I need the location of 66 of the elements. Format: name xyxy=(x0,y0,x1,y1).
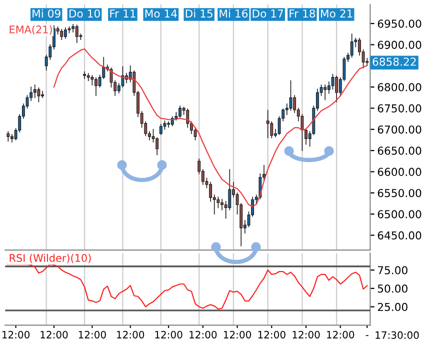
text: EMA(21) xyxy=(10,25,52,35)
y-tick-label: 6700.00 xyxy=(378,125,422,134)
line-series xyxy=(8,264,368,310)
x-tick-label: 12:00 xyxy=(78,330,106,338)
candlestick xyxy=(90,75,94,86)
y-tick-label: 6550.00 xyxy=(378,188,422,198)
candlestick xyxy=(289,80,292,111)
x-tick-label: 12:00 xyxy=(190,330,217,338)
x-tick-label: 12:00 xyxy=(224,330,252,338)
y-tick-label: 6800.00 xyxy=(378,83,422,92)
y-tick-label: 50.00 xyxy=(378,284,408,293)
x-tick-label: Fr 18 xyxy=(290,9,316,18)
candlestick xyxy=(293,95,296,113)
x-axis-title: 17:30:00 xyxy=(376,331,419,339)
candlestick xyxy=(94,77,98,96)
x-tick-label: Di 15 xyxy=(186,9,212,18)
candlestick xyxy=(335,76,338,102)
x-tick-label: - xyxy=(366,335,368,336)
y-tick-label: 25.00 xyxy=(378,302,408,312)
candlestick xyxy=(83,71,86,79)
candlestick xyxy=(33,84,36,98)
candlestick xyxy=(186,108,190,128)
x-tick-label: 12:00 xyxy=(258,330,286,338)
candlestick xyxy=(86,73,90,82)
candlestick xyxy=(167,121,170,128)
candlestick xyxy=(41,90,44,98)
candlestick xyxy=(220,198,224,210)
y-tick-label: 6950.00 xyxy=(378,20,422,28)
candlestick xyxy=(209,182,212,202)
candlestick xyxy=(6,131,10,142)
x-tick-label: 12:00 xyxy=(155,330,182,338)
candlestick xyxy=(304,128,308,145)
x-tick-label: Mo 14 xyxy=(145,10,177,18)
y-tick-label: 6750.00 xyxy=(378,104,422,112)
y-tick-label: 6650.00 xyxy=(378,146,422,155)
x-tick-label: Mo 21 xyxy=(321,9,352,18)
x-tick-label: 12:00 xyxy=(40,330,68,338)
y-tick-label: 6900.00 xyxy=(378,40,422,49)
y-tick-label: 6500.00 xyxy=(378,210,422,218)
x-tick-label: 12:00 xyxy=(117,330,144,338)
candlestick xyxy=(266,110,270,138)
candlestick xyxy=(75,24,78,43)
candlestick xyxy=(60,29,64,40)
x-tick-label: Mi 09 xyxy=(32,9,60,18)
candlestick xyxy=(324,84,327,100)
y-tick-label: 75.00 xyxy=(378,266,408,274)
candlestick xyxy=(178,106,182,118)
candlestick xyxy=(270,121,274,138)
y-tick-label: 6600.00 xyxy=(378,168,422,176)
x-tick-label: 12:00 xyxy=(292,330,320,338)
candlestick xyxy=(331,74,334,90)
x-tick-label: Do 10 xyxy=(69,9,100,18)
candlestick xyxy=(228,169,232,210)
candlestick xyxy=(159,124,162,135)
candlestick xyxy=(156,137,159,156)
y-tick-label: 6450.00 xyxy=(378,231,422,240)
series-label: RSI (Wilder)(10) xyxy=(10,254,91,264)
x-tick-label: Mi 16 xyxy=(220,9,248,18)
x-tick-label: Do 17 xyxy=(252,10,284,18)
candlestick xyxy=(37,87,40,102)
candlestick xyxy=(64,27,67,39)
text: 6858.22 xyxy=(372,58,416,66)
candlestick xyxy=(350,34,354,58)
x-tick-label: 12:00 xyxy=(327,330,354,338)
x-tick-label: 12:00 xyxy=(2,330,30,338)
x-tick-label: Fr 11 xyxy=(110,10,136,18)
